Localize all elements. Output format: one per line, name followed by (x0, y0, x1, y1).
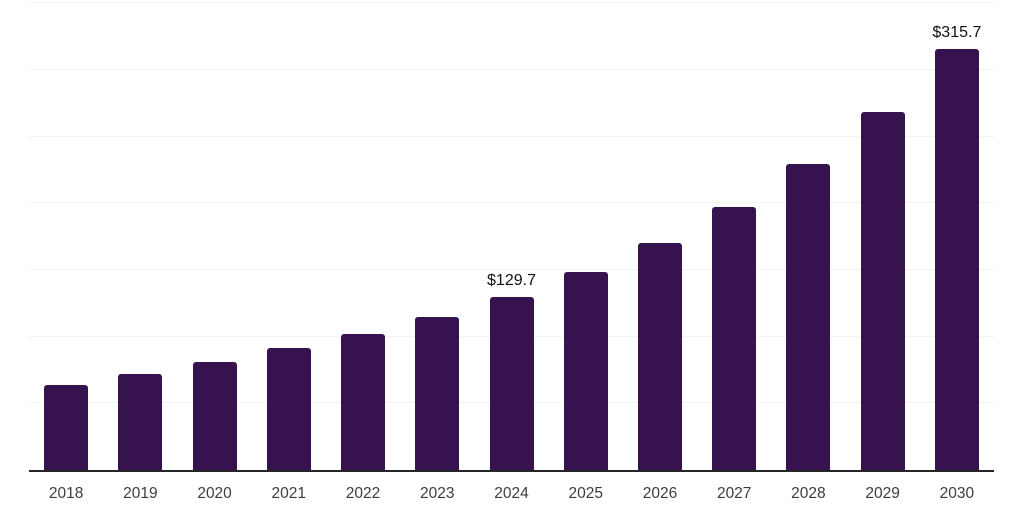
bar-2021 (266, 348, 311, 470)
x-axis-tick-label-2023: 2023 (420, 485, 455, 502)
x-axis: 2018 2019 2020 2021 2022 2023 2024 2025 2026 2027… (29, 484, 994, 506)
bar-value-label-2030: $315.7 (932, 24, 982, 42)
x-axis-tick-label-2021: 2021 (271, 485, 307, 502)
gridline (29, 135, 994, 137)
bar-2029 (860, 112, 905, 470)
bar-2024 (489, 297, 534, 470)
bar-2020 (192, 361, 237, 470)
bar-2019 (118, 374, 163, 470)
x-axis-tick-label-2022: 2022 (345, 485, 381, 502)
bar-2022 (341, 333, 386, 470)
x-axis-tick-label-2020: 2020 (197, 485, 232, 502)
x-axis-tick-label-2027: 2027 (716, 485, 752, 502)
bar-2030 (934, 49, 979, 470)
plot-area: $129.7 $315.7 (29, 0, 994, 472)
bar-2028 (786, 164, 831, 470)
x-axis-tick-label-2024: 2024 (494, 485, 529, 502)
bar-2023 (415, 316, 460, 470)
x-axis-tick-label-2026: 2026 (642, 485, 678, 502)
x-axis-tick-label-2028: 2028 (791, 485, 826, 502)
bar-2027 (712, 207, 757, 470)
x-axis-tick-label-2029: 2029 (865, 485, 900, 502)
bar-2026 (637, 242, 682, 470)
bar-2018 (44, 384, 89, 470)
x-axis-tick-label-2019: 2019 (123, 485, 158, 502)
gridline (29, 202, 994, 204)
bar-value-label-2024: $129.7 (487, 272, 536, 290)
x-axis-tick-label-2030: 2030 (939, 485, 975, 502)
x-axis-tick-label-2025: 2025 (568, 485, 603, 502)
gridline (29, 69, 994, 71)
gridline (29, 269, 994, 271)
bar-2025 (563, 271, 608, 470)
gridline (29, 2, 994, 4)
x-axis-tick-label-2018: 2018 (48, 485, 84, 502)
